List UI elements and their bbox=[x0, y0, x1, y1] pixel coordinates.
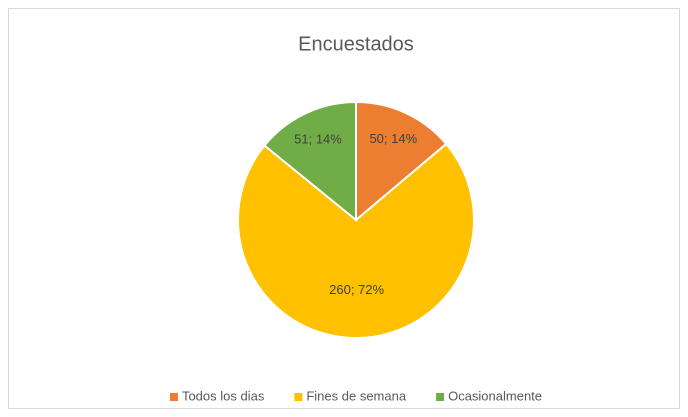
legend-label: Todos los dias bbox=[182, 388, 265, 403]
legend-label: Fines de semana bbox=[306, 388, 406, 403]
legend-swatch bbox=[436, 393, 445, 401]
legend-swatch bbox=[294, 393, 303, 401]
pie-slice bbox=[237, 142, 475, 339]
legend-swatch bbox=[169, 393, 178, 401]
data-label: 50; 14% bbox=[369, 131, 417, 146]
legend-label: Ocasionalmente bbox=[448, 388, 542, 403]
chart-title: Encuestados bbox=[298, 33, 414, 55]
data-label: 260; 72% bbox=[329, 282, 384, 297]
data-label: 51; 14% bbox=[294, 132, 342, 147]
pie-slice bbox=[263, 100, 357, 223]
pie-slice bbox=[355, 100, 448, 223]
